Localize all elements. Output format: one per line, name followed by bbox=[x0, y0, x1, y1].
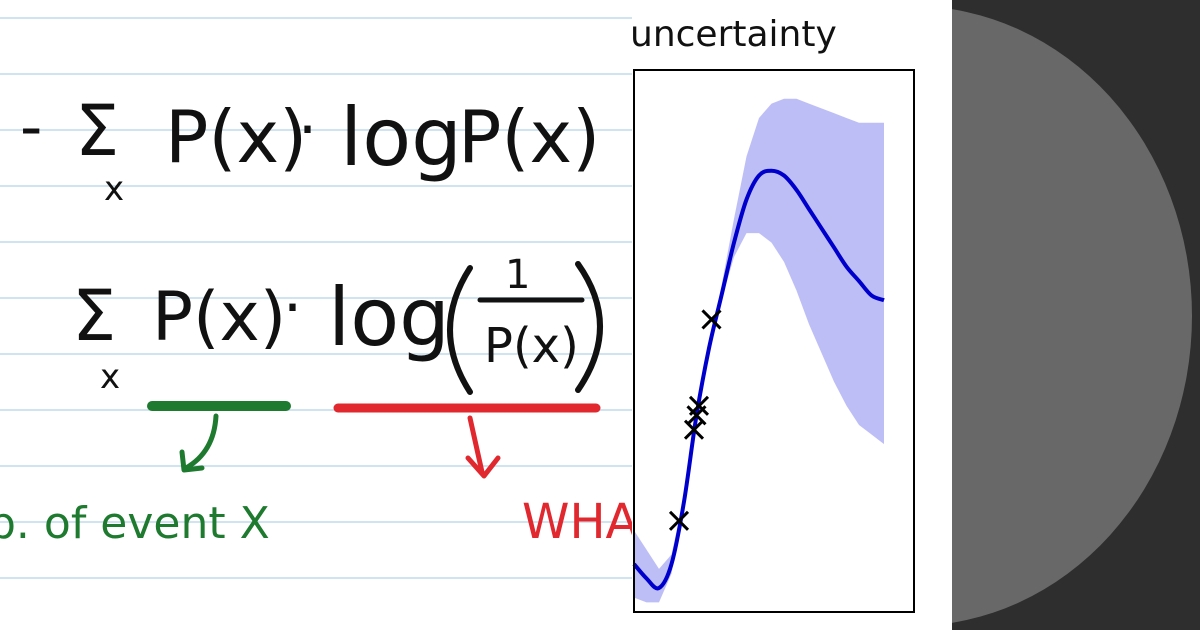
observation-marker bbox=[688, 395, 710, 416]
dot-operator: · bbox=[298, 95, 317, 165]
log-term: log bbox=[340, 91, 462, 184]
notebook-drawing: - Σ x P(x) · log P(x) Σ x P(x) · log 1 P… bbox=[0, 17, 632, 579]
probability-term: P(x) bbox=[165, 95, 307, 179]
sum-index: x bbox=[104, 169, 124, 209]
sum-symbol: Σ bbox=[75, 90, 119, 172]
sum-index: x bbox=[100, 357, 120, 397]
observation-marker bbox=[701, 309, 722, 330]
dot-operator: · bbox=[283, 273, 302, 343]
log-term: log bbox=[328, 271, 450, 364]
green-annotation: b. of event X bbox=[0, 401, 291, 549]
right-paren bbox=[575, 261, 603, 393]
left-paren bbox=[447, 265, 473, 395]
sum-symbol: Σ bbox=[72, 275, 116, 357]
chart-title: uncertainty bbox=[632, 14, 837, 55]
green-label: b. of event X bbox=[0, 498, 270, 549]
probability-term: P(x) bbox=[152, 278, 286, 357]
fraction-numerator: 1 bbox=[505, 252, 530, 298]
plot-frame bbox=[633, 69, 915, 613]
observation-marker bbox=[668, 510, 690, 531]
mean-line bbox=[632, 168, 885, 591]
uncertainty-chart bbox=[632, 69, 915, 613]
probability-term-2: P(x) bbox=[458, 95, 600, 179]
decorative-circle bbox=[952, 6, 1192, 626]
red-annotation: WHA bbox=[333, 403, 632, 550]
ruled-lines bbox=[0, 17, 632, 579]
minus-sign: - bbox=[20, 90, 42, 163]
notebook-panel: - Σ x P(x) · log P(x) Σ x P(x) · log 1 P… bbox=[0, 17, 632, 579]
red-label: WHA bbox=[522, 494, 632, 550]
decorative-panel bbox=[952, 0, 1200, 630]
chart-panel: uncertainty bbox=[632, 0, 952, 630]
formula-surprise: Σ x P(x) · log 1 P(x) bbox=[72, 252, 603, 397]
fraction-denominator: P(x) bbox=[484, 318, 579, 374]
formula-entropy: - Σ x P(x) · log P(x) bbox=[20, 90, 600, 209]
